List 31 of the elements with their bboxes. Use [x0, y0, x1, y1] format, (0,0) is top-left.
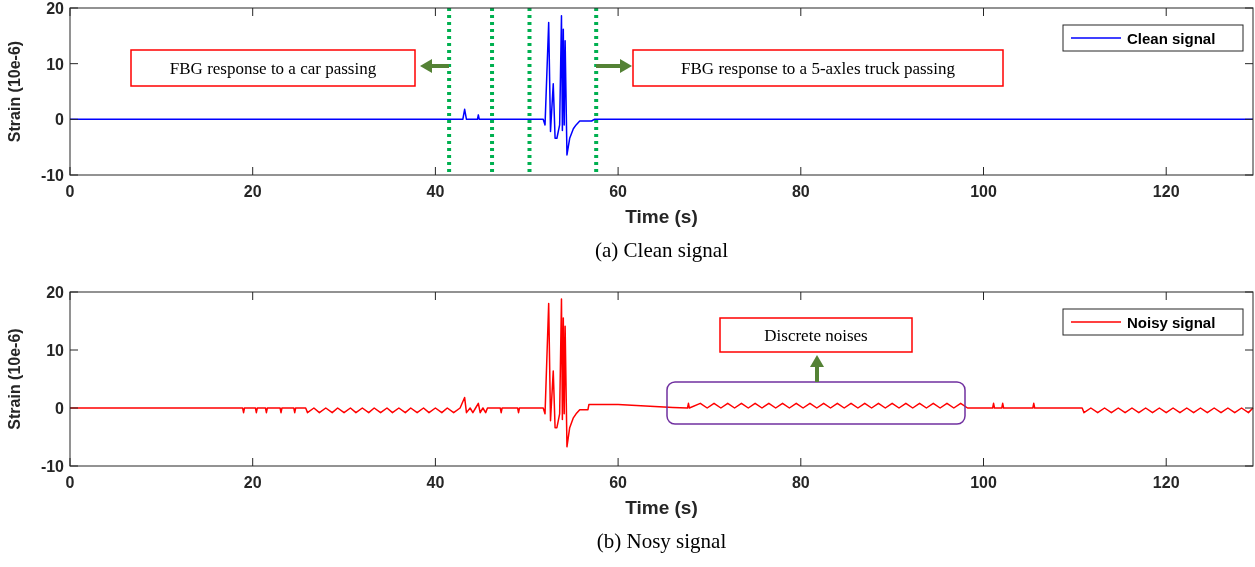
text: (b) Nosy signal: [596, 529, 727, 553]
y-tick-label: 0: [55, 400, 65, 417]
annotation: Discrete noises: [764, 326, 868, 345]
x-axis-title: Time (s): [625, 206, 698, 227]
x-tick-label: 100: [970, 183, 997, 200]
annotation: FBG response to a 5-axles truck passing: [681, 59, 956, 78]
annotation: FBG response to a car passing: [169, 59, 377, 78]
y-tick-label: 20: [46, 284, 65, 301]
y-tick-label: -10: [40, 167, 65, 184]
x-tick-label: 60: [609, 183, 628, 200]
legend-label: Noisy signal: [1127, 314, 1216, 331]
x-tick-label: 80: [791, 474, 810, 491]
y-axis-title: Strain (10e-6): [6, 40, 23, 143]
x-tick-label: 20: [243, 183, 262, 200]
x-tick-label: 80: [791, 183, 810, 200]
x-axis-title: Time (s): [625, 497, 698, 518]
y-tick-label: 10: [46, 342, 65, 359]
x-tick-label: 100: [970, 474, 997, 491]
y-tick-label: 0: [55, 111, 65, 129]
x-tick-label: 40: [426, 183, 445, 200]
legend-label: Clean signal: [1127, 30, 1216, 47]
x-tick-label: 20: [243, 474, 262, 491]
y-tick-label: 10: [46, 55, 65, 73]
y-tick-label: 20: [46, 0, 65, 17]
x-tick-label: 120: [1152, 183, 1180, 200]
x-tick-label: 60: [609, 474, 628, 491]
x-tick-label: 120: [1152, 474, 1180, 491]
text: (a) Clean signal: [595, 238, 729, 262]
y-tick-label: -10: [40, 458, 65, 475]
x-tick-label: 40: [426, 474, 445, 491]
y-axis-title: Strain (10e-6): [6, 328, 23, 430]
